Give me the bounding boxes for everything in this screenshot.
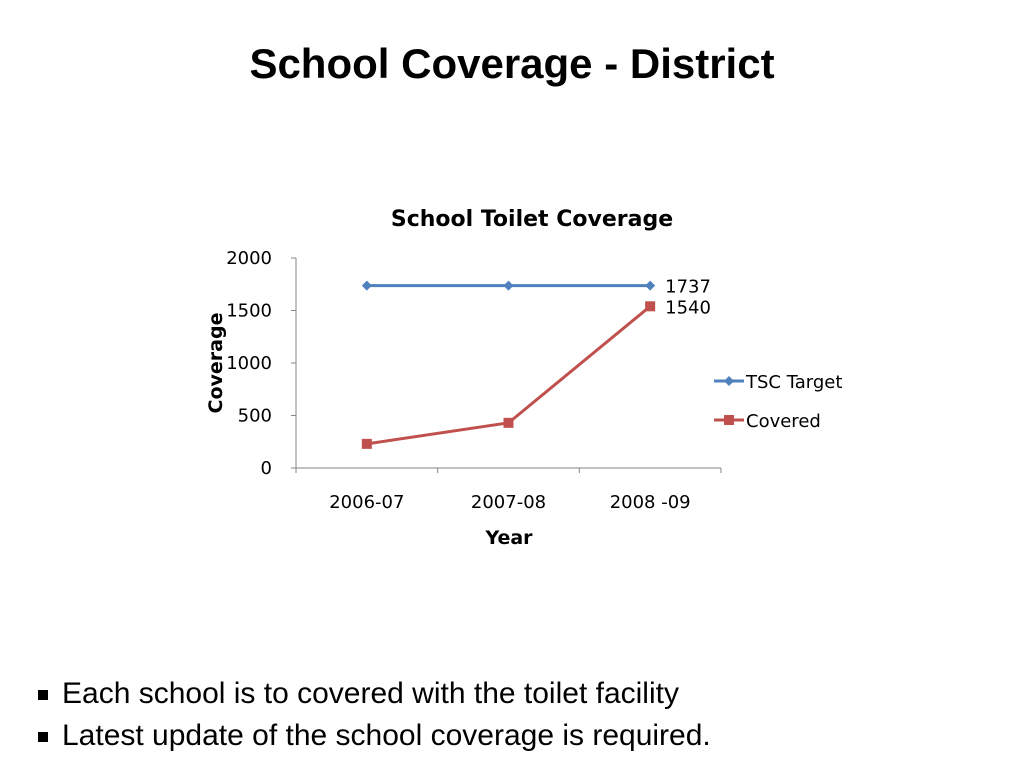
legend: TSC Target Covered <box>714 372 842 432</box>
y-tick-label: 2000 <box>226 248 272 269</box>
bullet-square-icon <box>38 732 48 742</box>
data-label: 1540 <box>665 297 711 318</box>
line-chart: School Toilet Coverage 0500100015002000 … <box>205 207 842 549</box>
bullet-square-icon <box>38 690 48 700</box>
legend-marker <box>724 376 734 386</box>
bullet-list: Each school is to covered with the toile… <box>38 674 1008 758</box>
legend-label: TSC Target <box>745 372 842 393</box>
bullet-text: Each school is to covered with the toile… <box>62 677 679 710</box>
bullet-text: Latest update of the school coverage is … <box>62 719 711 752</box>
y-tick-label: 1000 <box>226 353 272 374</box>
y-axis-title: Coverage <box>205 313 227 414</box>
slide-title: School Coverage - District <box>249 40 775 87</box>
legend-item: TSC Target <box>714 372 842 393</box>
series-tsc-target: 1737 <box>361 277 711 298</box>
x-tick-label: 2006-07 <box>329 492 404 513</box>
data-point <box>503 280 514 291</box>
y-tick-label: 1500 <box>226 301 272 322</box>
x-axis-ticks: 2006-07 2007-08 2008 -09 <box>295 468 722 513</box>
legend-item: Covered <box>714 411 821 432</box>
y-axis-ticks: 0 500 1000 1500 2000 <box>226 248 296 479</box>
data-label: 1737 <box>665 277 711 298</box>
data-point <box>645 280 656 291</box>
chart-title: School Toilet Coverage <box>391 207 673 232</box>
y-tick-label: 500 <box>238 406 272 427</box>
bullet-item: Each school is to covered with the toile… <box>38 674 1008 716</box>
legend-marker <box>724 415 734 425</box>
series-covered: 1540 <box>361 297 711 449</box>
data-point <box>503 417 514 428</box>
x-axis-title: Year <box>484 527 533 549</box>
y-tick-label: 0 <box>261 458 272 479</box>
data-point <box>361 280 372 291</box>
x-tick-label: 2007-08 <box>471 492 546 513</box>
data-point <box>361 438 372 449</box>
data-point <box>645 301 656 312</box>
x-tick-label: 2008 -09 <box>610 492 691 513</box>
legend-label: Covered <box>746 411 821 432</box>
bullet-item: Latest update of the school coverage is … <box>38 716 1008 758</box>
